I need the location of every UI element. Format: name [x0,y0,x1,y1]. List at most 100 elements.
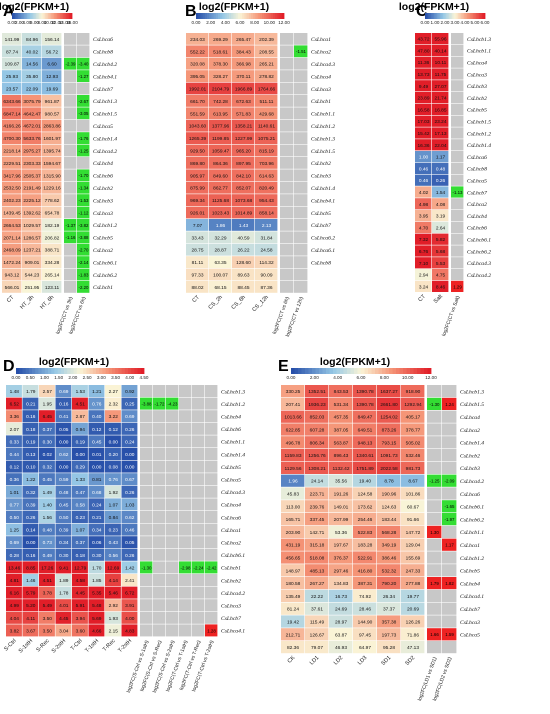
heatmap-cell [42,256,62,268]
heatmap-cell [88,435,105,448]
cell-value: 100.07 [213,273,228,279]
heatmap-cell [232,219,255,231]
colorbar-segment [70,368,74,374]
gene-label: CsLhcb4.2 [93,62,117,68]
gene-label: CsLhca2 [221,541,241,547]
cell-value: 239.76 [310,504,325,510]
heatmap-cell [255,119,278,132]
heatmap-cell [39,473,55,486]
heatmap-cell [377,602,401,615]
heatmap-cell [281,385,305,398]
colorbar-segment [470,13,472,19]
heatmap-cell [42,181,62,194]
fold-change-cell [77,70,90,82]
colorbar-segment [319,368,323,374]
heatmap-cell [353,423,377,436]
heatmap-cell [2,219,22,231]
colorbar-segment [456,13,459,19]
gene-label: CsLhca5 [221,478,241,484]
fold-change-cell [77,33,90,45]
heatmap-cell [121,624,138,637]
gene-label: CsLhcb1.4 [93,136,117,142]
colorbar-segment [242,13,245,19]
cell-value: 613.95 [213,111,228,117]
colorbar-segment [354,368,358,374]
gene-label: CsLhcb1.2 [311,124,335,130]
heatmap-cell [39,611,55,624]
cell-value: 1764.66 [258,87,276,93]
cell-value: 0.49 [43,553,53,559]
heatmap-cell [186,70,209,82]
cell-value: 395.05 [190,74,205,80]
cell-value: 197.73 [382,632,397,638]
heatmap-cell [22,485,39,498]
fold-change-cell [64,281,77,293]
cell-value: 4166.26 [3,124,21,130]
fold-change-cell [64,268,77,281]
heatmap-cell [432,257,449,269]
heatmap-cell [6,523,22,536]
cell-value: 2402.23 [3,198,21,204]
heatmap-cell [22,132,42,144]
cell-value: 40.14 [434,48,446,54]
heatmap-cell [6,435,22,448]
fold-change-cell [153,485,166,498]
fold-change-cell [166,448,179,460]
heatmap-cell [432,139,449,151]
fold-change-cell [179,624,192,637]
colorbar-segment [431,13,433,19]
colorbar-segment [361,368,365,374]
colorbar-segment [275,13,278,19]
heatmap-cell [401,385,425,398]
cell-value: 0.21 [92,515,102,521]
heatmap-cell [255,169,278,182]
fold-change-cell [280,268,294,281]
fold-change-cell [205,422,218,435]
cell-value: 26.22 [237,248,249,254]
cell-value: 28.97 [335,620,347,626]
fold-change-value: -4.23 [167,402,178,407]
fold-change-cell [64,243,77,256]
cell-value: 19.42 [287,620,299,626]
cell-value: 8.46 [436,284,446,290]
gene-label: CsLhcb1.3 [460,389,484,395]
heatmap-cell [88,624,105,637]
heatmap-cell [39,536,55,549]
heatmap-cell [209,181,232,194]
colorbar-segment [15,13,17,19]
cell-value: 1.95 [43,402,53,408]
cell-value: 654.78 [45,211,60,217]
cell-value: 113.00 [286,504,301,510]
colorbar-tick: 0.00 [8,20,17,25]
heatmap-cell [121,548,138,561]
cell-value: 0.16 [26,553,36,559]
fold-change-cell [140,548,153,561]
cell-value: 505.02 [406,440,421,446]
cell-value: 148.97 [286,568,301,574]
fold-change-cell [166,498,179,511]
fold-change-cell [140,586,153,599]
heatmap-cell [329,385,353,398]
heatmap-cell [353,577,377,590]
heatmap-cell [377,397,401,410]
fold-change-cell [294,268,308,281]
fold-change-value: -1.13 [452,190,463,195]
heatmap-cell [55,385,72,397]
heatmap-cell [6,586,22,599]
gene-label: CsLhcb6.2 [460,517,484,523]
heatmap-cell [186,268,209,281]
colorbar-tick: 8.00 [38,20,47,25]
cell-value: 2104.79 [212,87,230,93]
heatmap-cell [42,169,62,182]
fold-change-cell [294,45,308,58]
colorbar-tick: 2.00 [68,375,77,380]
heatmap-cell [55,599,72,612]
fold-change-cell [140,485,153,498]
cell-value: 0.43 [109,540,119,546]
cell-value: 1265.39 [189,136,207,142]
cell-value: 0.29 [76,465,86,471]
cell-value: 849.60 [213,173,228,179]
cell-value: 3.19 [436,214,446,220]
heatmap-cell [42,231,62,244]
heatmap-cell [353,615,377,628]
